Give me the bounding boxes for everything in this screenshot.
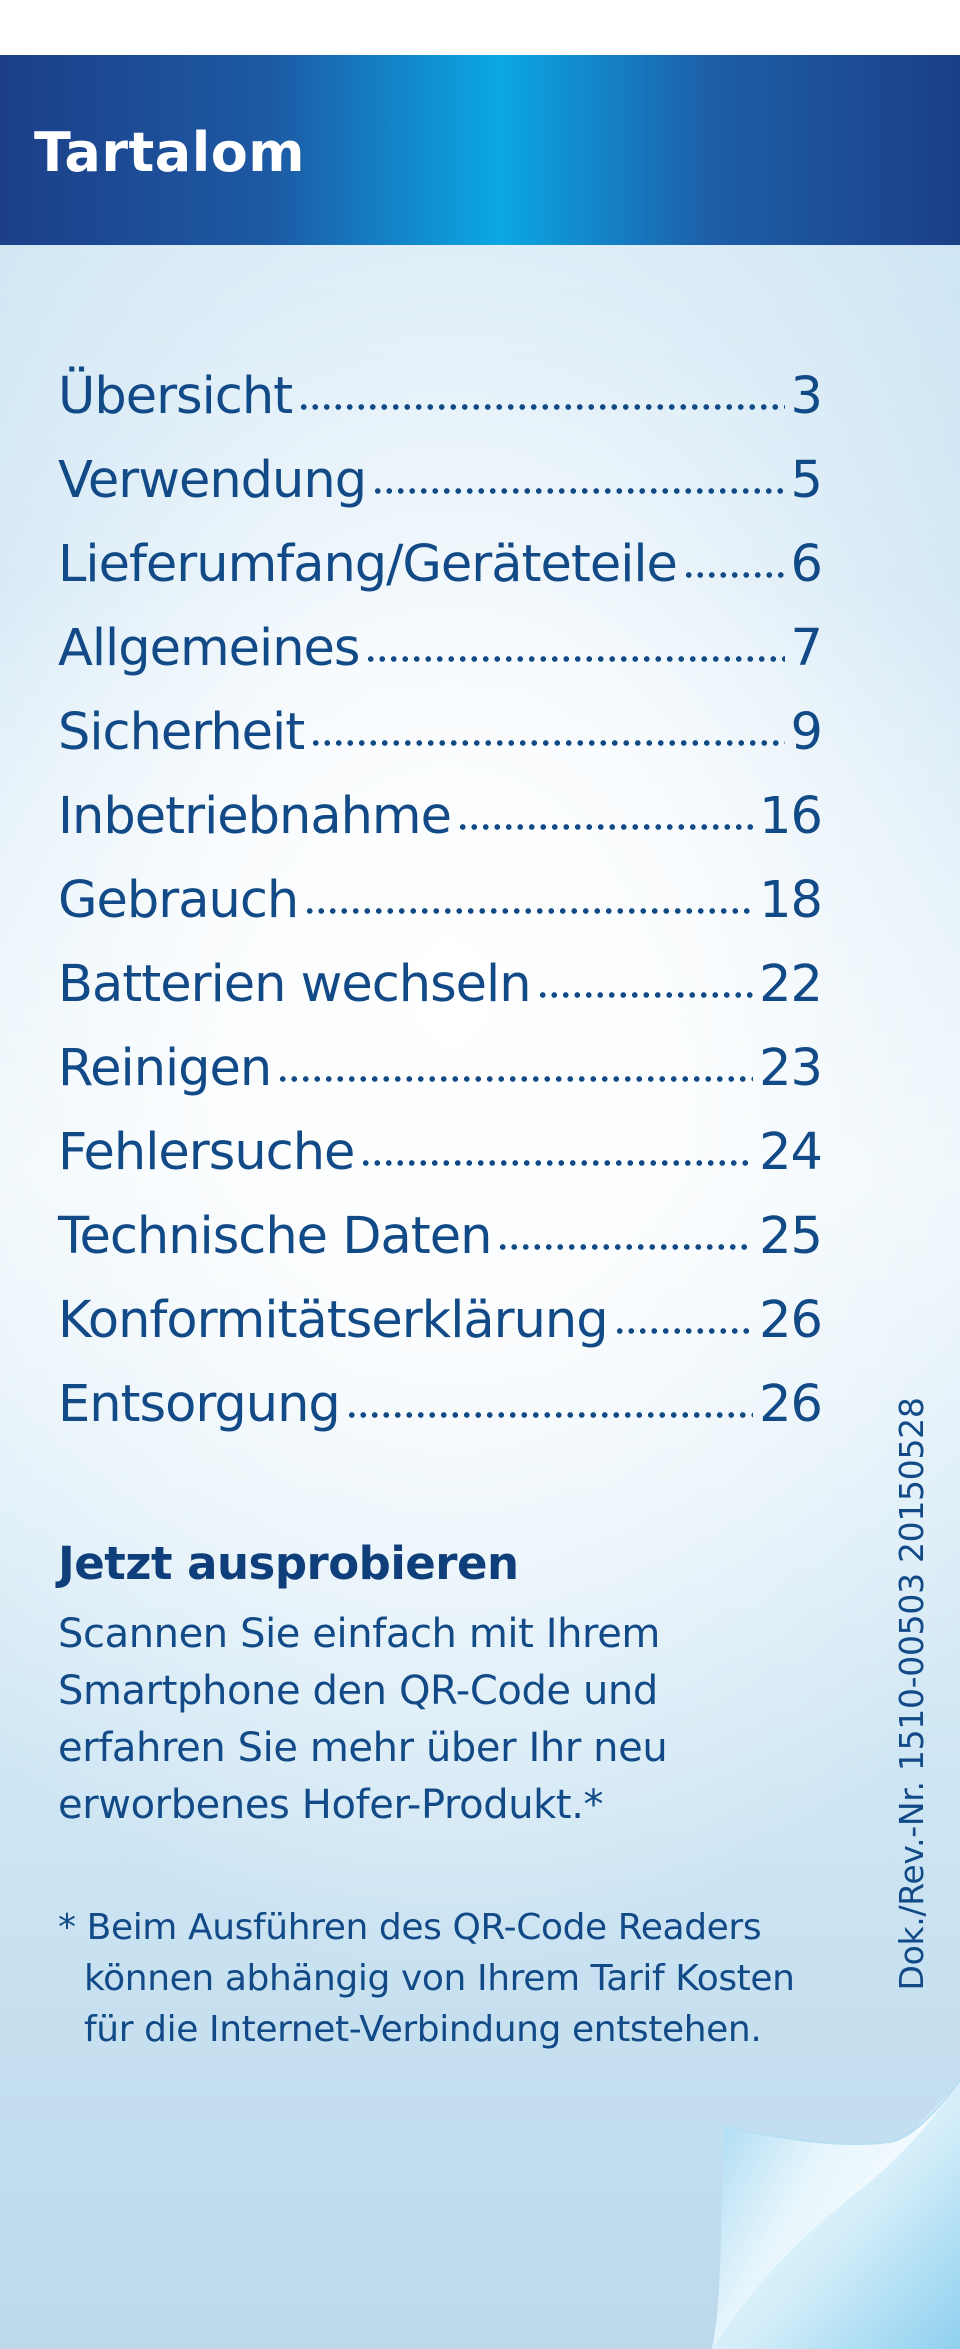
toc-dot-leader [613, 1327, 754, 1335]
promo-text-line: Smartphone den QR-Code und [58, 1668, 658, 1714]
footnote: * Beim Ausführen des QR-Code Readers kön… [58, 1902, 874, 2055]
toc-entry-allgemeines[interactable]: Allgemeines 7 [58, 607, 823, 691]
toc-entry-title: Gebrauch [58, 871, 299, 930]
toc-page-number: 26 [759, 1375, 823, 1434]
toc-page-number: 26 [759, 1291, 823, 1350]
toc-entry-title: Übersicht [58, 367, 293, 426]
toc-entry-title: Verwendung [58, 451, 367, 510]
toc-dot-leader [365, 655, 785, 663]
toc-entry-uebersicht[interactable]: Übersicht 3 [58, 355, 823, 439]
toc-entry-gebrauch[interactable]: Gebrauch 18 [58, 859, 823, 943]
toc-dot-leader [304, 907, 754, 915]
toc-page-number: 24 [759, 1123, 823, 1182]
toc-dot-leader [536, 991, 754, 999]
toc-entry-title: Konformitätserklärung [58, 1291, 609, 1350]
promo-text-line: Scannen Sie einfach mit Ihrem [58, 1611, 660, 1657]
toc-dot-leader [298, 403, 785, 411]
toc-dot-leader [310, 739, 785, 747]
toc-dot-leader [345, 1411, 754, 1419]
toc-entry-entsorgung[interactable]: Entsorgung 26 [58, 1363, 823, 1447]
toc-entry-konformitaetserklaerung[interactable]: Konformitätserklärung 26 [58, 1279, 823, 1363]
promo-text: Scannen Sie einfach mit Ihrem Smartphone… [58, 1606, 758, 1834]
toc-dot-leader [277, 1075, 754, 1083]
toc-entry-title: Sicherheit [58, 703, 305, 762]
footnote-line: * Beim Ausführen des QR-Code Readers [58, 1907, 762, 1948]
toc-entry-sicherheit[interactable]: Sicherheit 9 [58, 691, 823, 775]
table-of-contents: Übersicht 3 Verwendung 5 Lieferumfang/Ge… [58, 355, 823, 1447]
toc-page-number: 7 [790, 619, 823, 678]
toc-entry-inbetriebnahme[interactable]: Inbetriebnahme 16 [58, 775, 823, 859]
header-band: Tartalom [0, 55, 960, 245]
toc-entry-title: Fehlersuche [58, 1123, 355, 1182]
toc-page-number: 23 [759, 1039, 823, 1098]
promo-heading: Jetzt ausprobieren [58, 1537, 519, 1590]
toc-entry-lieferumfang[interactable]: Lieferumfang/Geräteteile 6 [58, 523, 823, 607]
toc-entry-title: Batterien wechseln [58, 955, 532, 1014]
toc-entry-title: Inbetriebnahme [58, 787, 452, 846]
page-title: Tartalom [34, 121, 306, 184]
toc-dot-leader [360, 1159, 754, 1167]
toc-entry-fehlersuche[interactable]: Fehlersuche 24 [58, 1111, 823, 1195]
page-curl-graphic [712, 2080, 960, 2349]
toc-entry-reinigen[interactable]: Reinigen 23 [58, 1027, 823, 1111]
toc-page-number: 6 [790, 535, 823, 594]
footnote-line: für die Internet-Verbindung entstehen. [84, 2009, 762, 2050]
toc-entry-title: Reinigen [58, 1039, 272, 1098]
promo-text-line: erworbenes Hofer-Produkt.* [58, 1782, 604, 1828]
toc-page-number: 16 [759, 787, 823, 846]
toc-dot-leader [456, 823, 754, 831]
toc-page-number: 5 [790, 451, 823, 510]
toc-page-number: 9 [790, 703, 823, 762]
toc-entry-title: Entsorgung [58, 1375, 341, 1434]
toc-entry-title: Technische Daten [58, 1207, 492, 1266]
toc-entry-technische-daten[interactable]: Technische Daten 25 [58, 1195, 823, 1279]
toc-entry-title: Lieferumfang/Geräteteile [58, 535, 678, 594]
top-margin [0, 0, 960, 55]
toc-entry-batterien-wechseln[interactable]: Batterien wechseln 22 [58, 943, 823, 1027]
promo-text-line: erfahren Sie mehr über Ihr neu [58, 1725, 668, 1771]
toc-page-number: 3 [790, 367, 823, 426]
toc-page-number: 25 [759, 1207, 823, 1266]
footnote-line: können abhängig von Ihrem Tarif Kosten [84, 1958, 795, 1999]
toc-dot-leader [497, 1243, 754, 1251]
toc-page-number: 22 [759, 955, 823, 1014]
document-revision-number: Dok./Rev.-Nr. 1510-00503 20150528 [892, 1397, 931, 1991]
toc-entry-verwendung[interactable]: Verwendung 5 [58, 439, 823, 523]
toc-dot-leader [682, 571, 785, 579]
toc-page-number: 18 [759, 871, 823, 930]
toc-entry-title: Allgemeines [58, 619, 360, 678]
toc-dot-leader [372, 487, 785, 495]
